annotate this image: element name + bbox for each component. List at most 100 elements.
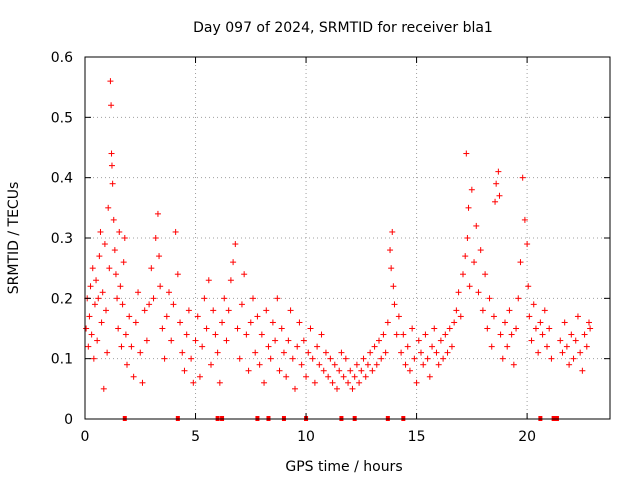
data-point [274,295,281,302]
data-point [285,337,292,344]
data-point [519,174,526,181]
data-point [132,319,139,326]
data-point [537,319,544,326]
data-point [241,271,248,278]
data-point [433,349,440,356]
data-point [413,379,420,386]
data-point [477,247,484,254]
data-point [429,343,436,350]
data-point [109,180,116,187]
data-point [388,265,395,272]
x-tick-label: 10 [297,429,315,445]
data-point [548,355,555,362]
data-point [526,313,533,320]
x-tick-label: 5 [191,429,200,445]
data-point [115,325,122,332]
data-point [376,337,382,344]
data-point [373,361,380,368]
data-point [294,343,301,350]
data-point [504,343,511,350]
data-point [101,241,108,248]
data-point [227,277,234,284]
data-point [243,331,250,338]
data-point [347,367,354,374]
data-point [336,367,343,374]
data-point [369,367,376,374]
data-point [506,307,513,314]
data-point [152,235,159,241]
data-point [121,235,128,241]
data-point [174,271,181,278]
data-point [99,289,106,296]
data-point [156,253,163,260]
data-point [329,379,336,386]
data-point [389,228,396,235]
data-point [349,385,356,392]
data-point [128,343,135,350]
data-point [311,379,318,386]
data-point [380,331,387,338]
data-point [502,319,508,326]
data-point [303,373,310,380]
data-point [181,367,188,374]
data-point [97,228,104,235]
data-point [496,192,503,199]
data-point [192,337,199,344]
data-point [117,283,124,290]
data-point [296,319,303,326]
y-tick-label: 0.1 [51,352,73,368]
data-point [318,331,325,338]
data-point [451,319,458,326]
x-axis-ticks: 0 5 10 15 20 [81,57,536,445]
data-point [492,198,499,205]
data-point [320,367,327,374]
data-point [106,265,113,272]
data-point [120,259,127,266]
data-point [532,325,539,332]
data-point [105,204,112,211]
data-point [418,349,424,356]
data-point [124,361,130,368]
data-point [583,343,590,350]
y-axis-label: SRMTID / TECUs [6,182,22,295]
data-point [159,325,166,332]
data-point [83,325,90,332]
data-point [362,373,369,380]
data-point [557,337,564,344]
data-point [143,337,150,344]
data-point [108,150,115,157]
data-point [535,349,542,356]
data-point [314,343,321,350]
data-point [269,319,276,326]
data-point [358,367,365,374]
x-tick-label: 0 [81,429,90,445]
data-point [114,295,121,302]
y-tick-label: 0.6 [51,50,73,66]
data-point [462,253,469,260]
data-point [530,301,537,308]
data-point [398,349,405,356]
data-point [390,283,397,290]
data-point [495,168,502,175]
data-point [163,313,170,320]
data-point [272,337,279,344]
data-point [367,349,374,356]
data-point [287,307,294,314]
x-tick-label: 20 [518,429,536,445]
data-point [484,325,491,332]
data-point [360,355,367,362]
data-point [524,241,531,248]
data-point [177,319,184,326]
data-point [263,307,270,314]
data-point [280,349,287,356]
data-point [334,385,340,392]
data-point [544,343,550,350]
data-point [126,313,133,320]
data-point [586,319,592,326]
data-point [468,186,475,193]
data-point [100,385,107,392]
data-point [157,283,164,290]
data-point [402,361,409,368]
data-point [179,349,186,356]
